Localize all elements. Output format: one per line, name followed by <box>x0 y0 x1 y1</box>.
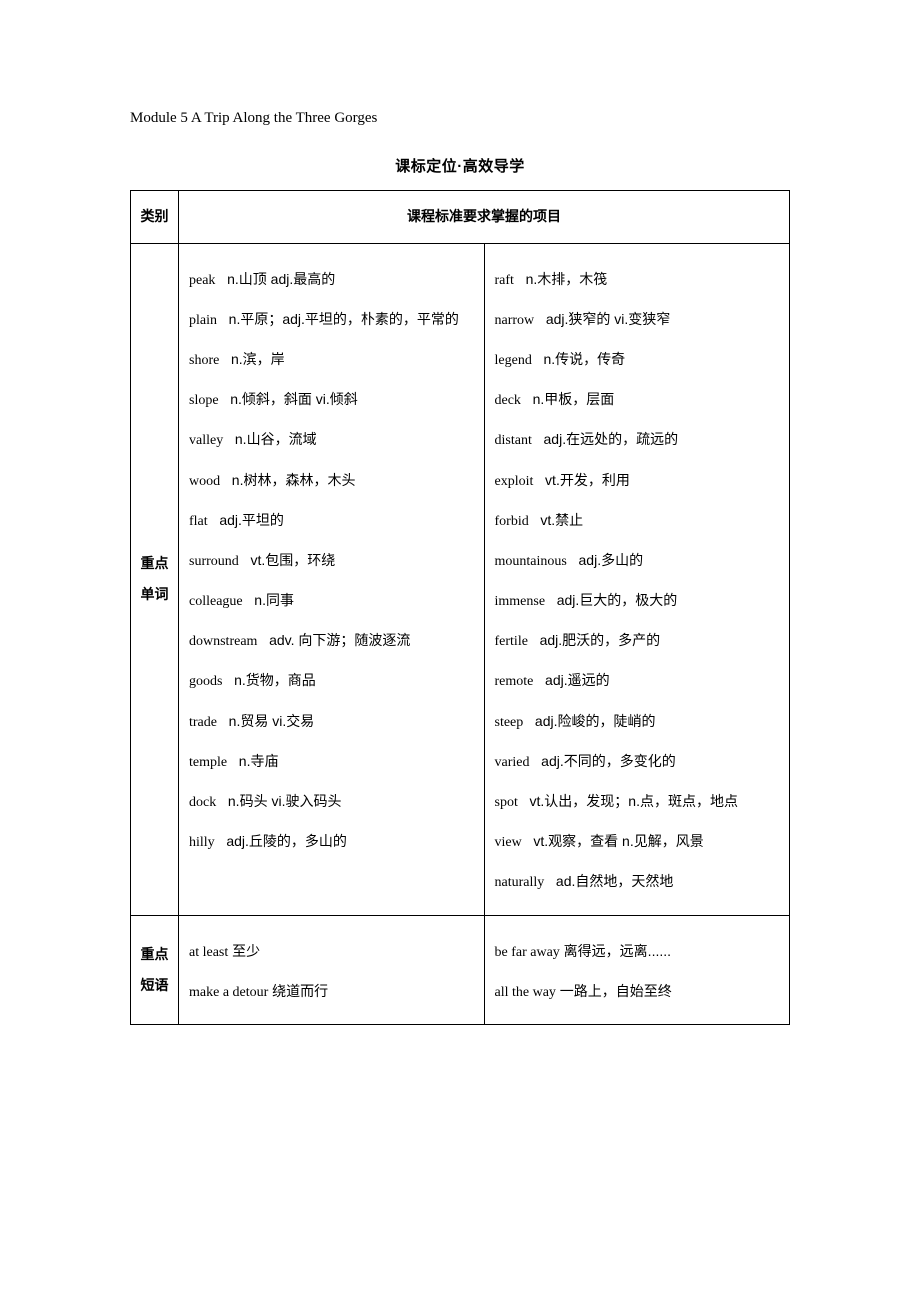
vocab-item: slope n.倾斜，斜面 vi.倾斜 <box>189 380 474 420</box>
vocab-row: 重点单词 peak n.山顶 adj.最高的plain n.平原；adj.平坦的… <box>131 243 790 915</box>
vocab-item: trade n.贸易 vi.交易 <box>189 702 474 742</box>
vocab-left-col: peak n.山顶 adj.最高的plain n.平原；adj.平坦的，朴素的，… <box>179 243 485 915</box>
vocab-table: 类别 课程标准要求掌握的项目 重点单词 peak n.山顶 adj.最高的pla… <box>130 190 790 1025</box>
vocab-item: naturally ad.自然地，天然地 <box>495 862 780 902</box>
vocab-item: colleague n.同事 <box>189 581 474 621</box>
header-row: 类别 课程标准要求掌握的项目 <box>131 191 790 244</box>
header-category: 类别 <box>131 191 179 244</box>
vocab-item: immense adj.巨大的，极大的 <box>495 581 780 621</box>
vocab-item: plain n.平原；adj.平坦的，朴素的，平常的 <box>189 300 474 340</box>
vocab-item: temple n.寺庙 <box>189 742 474 782</box>
vocab-item: remote adj.遥远的 <box>495 661 780 701</box>
vocab-item: flat adj.平坦的 <box>189 501 474 541</box>
vocab-item: steep adj.险峻的，陡峭的 <box>495 702 780 742</box>
vocab-item: forbid vt.禁止 <box>495 501 780 541</box>
vocab-item: fertile adj.肥沃的，多产的 <box>495 621 780 661</box>
vocab-item: legend n.传说，传奇 <box>495 340 780 380</box>
phrase-left-col: at least 至少make a detour 绕道而行 <box>179 915 485 1024</box>
vocab-item: narrow adj.狭窄的 vi.变狭窄 <box>495 300 780 340</box>
phrase-item: make a detour 绕道而行 <box>189 972 474 1012</box>
phrase-item: at least 至少 <box>189 932 474 972</box>
vocab-item: dock n.码头 vi.驶入码头 <box>189 782 474 822</box>
vocab-item: downstream adv. 向下游；随波逐流 <box>189 621 474 661</box>
phrase-row: 重点短语 at least 至少make a detour 绕道而行 be fa… <box>131 915 790 1024</box>
vocab-item: shore n.滨，岸 <box>189 340 474 380</box>
vocab-item: raft n.木排，木筏 <box>495 260 780 300</box>
section-heading: 课标定位·高效导学 <box>130 155 790 176</box>
vocab-item: peak n.山顶 adj.最高的 <box>189 260 474 300</box>
vocab-item: spot vt.认出，发现；n.点，斑点，地点 <box>495 782 780 822</box>
vocab-item: hilly adj.丘陵的，多山的 <box>189 822 474 862</box>
phrase-item: be far away 离得远，远离...... <box>495 932 780 972</box>
phrase-category-label: 重点短语 <box>131 915 179 1024</box>
vocab-item: wood n.树林，森林，木头 <box>189 461 474 501</box>
phrase-item: all the way 一路上，自始至终 <box>495 972 780 1012</box>
header-requirements: 课程标准要求掌握的项目 <box>179 191 790 244</box>
vocab-item: surround vt.包围，环绕 <box>189 541 474 581</box>
vocab-category-label: 重点单词 <box>131 243 179 915</box>
phrase-right-col: be far away 离得远，远离......all the way 一路上，… <box>484 915 790 1024</box>
vocab-item: distant adj.在远处的，疏远的 <box>495 420 780 460</box>
vocab-item: exploit vt.开发，利用 <box>495 461 780 501</box>
vocab-item: goods n.货物，商品 <box>189 661 474 701</box>
vocab-item: mountainous adj.多山的 <box>495 541 780 581</box>
vocab-item: deck n.甲板，层面 <box>495 380 780 420</box>
vocab-item: view vt.观察，查看 n.见解，风景 <box>495 822 780 862</box>
vocab-right-col: raft n.木排，木筏narrow adj.狭窄的 vi.变狭窄legend … <box>484 243 790 915</box>
module-title: Module 5 A Trip Along the Three Gorges <box>130 110 790 127</box>
vocab-item: varied adj.不同的，多变化的 <box>495 742 780 782</box>
vocab-item: valley n.山谷，流域 <box>189 420 474 460</box>
